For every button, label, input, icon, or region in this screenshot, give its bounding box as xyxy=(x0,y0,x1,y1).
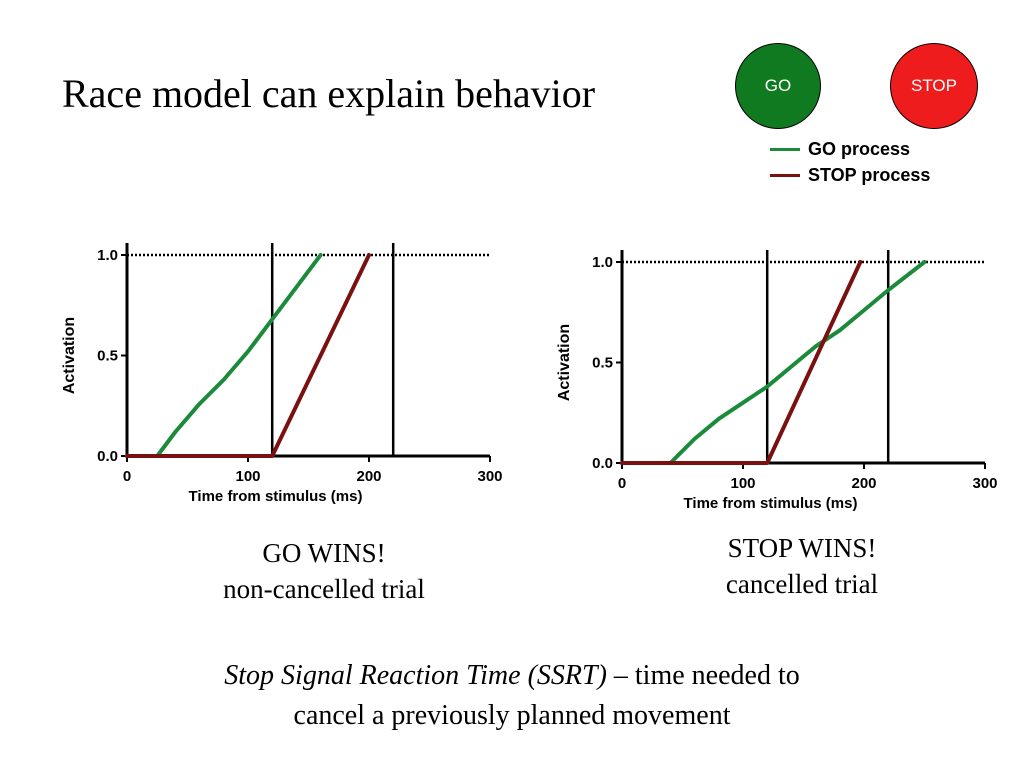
y-axis-label: Activation xyxy=(556,324,573,401)
ssrt-definition: Stop Signal Reaction Time (SSRT) – time … xyxy=(0,656,1024,736)
slide-title: Race model can explain behavior xyxy=(62,71,596,116)
stop-process-line xyxy=(125,253,371,458)
y-axis-label: Activation xyxy=(61,317,78,394)
y-tick-label: 1.0 xyxy=(592,254,613,271)
x-tick-label: 300 xyxy=(972,475,997,492)
legend: GO process STOP process xyxy=(770,136,930,188)
caption-stop-wins-title: STOP WINS! xyxy=(727,533,877,563)
legend-swatch-go xyxy=(770,147,800,151)
caption-go-wins-subtitle: non-cancelled trial xyxy=(223,574,425,604)
chart-go-wins: 0.0 0.5 1.0 0 100 200 300 Time from stimulus (m… xyxy=(61,243,503,505)
ssrt-definition-line2: cancel a previously planned movement xyxy=(293,700,731,731)
x-tick-label: 100 xyxy=(730,475,755,492)
go-process-line xyxy=(620,260,927,465)
go-process-line xyxy=(125,253,323,458)
y-tick-label: 0.0 xyxy=(97,448,118,465)
caption-stop-wins: STOP WINS! cancelled trial xyxy=(652,530,952,602)
x-tick-label: 0 xyxy=(123,468,131,485)
legend-item-go: GO process xyxy=(770,136,930,162)
x-axis-label: Time from stimulus (ms) xyxy=(684,495,858,512)
go-signal-label: GO xyxy=(764,76,792,95)
legend-swatch-stop xyxy=(770,173,800,177)
stop-process-line xyxy=(620,260,863,465)
legend-label-stop: STOP process xyxy=(808,164,931,185)
x-tick-label: 100 xyxy=(235,468,260,485)
caption-stop-wins-subtitle: cancelled trial xyxy=(725,569,879,599)
caption-go-wins: GO WINS! non-cancelled trial xyxy=(174,535,474,607)
ssrt-definition-line1: Stop Signal Reaction Time (SSRT) – time … xyxy=(0,656,1024,696)
caption-go-wins-title: GO WINS! xyxy=(262,538,386,568)
x-tick-label: 0 xyxy=(618,475,626,492)
x-axis-label: Time from stimulus (ms) xyxy=(189,488,363,505)
x-tick-label: 200 xyxy=(851,475,876,492)
ssrt-term: Stop Signal Reaction Time (SSRT) xyxy=(224,660,607,691)
go-signal-circle: GO xyxy=(735,43,821,129)
x-tick-label: 300 xyxy=(477,468,502,485)
y-tick-label: 1.0 xyxy=(97,247,118,264)
stop-signal-label: STOP xyxy=(911,76,957,95)
x-tick-label: 200 xyxy=(356,468,381,485)
y-tick-label: 0.5 xyxy=(592,355,613,372)
legend-item-stop: STOP process xyxy=(770,162,930,188)
ssrt-definition-text: – time needed to xyxy=(606,660,800,691)
stop-signal-circle: STOP xyxy=(890,43,978,129)
legend-label-go: GO process xyxy=(808,138,911,159)
y-tick-label: 0.0 xyxy=(592,455,613,472)
chart-stop-wins: 0.0 0.5 1.0 0 100 200 300 Time from stimulus (m… xyxy=(556,250,998,512)
y-tick-label: 0.5 xyxy=(97,348,118,365)
